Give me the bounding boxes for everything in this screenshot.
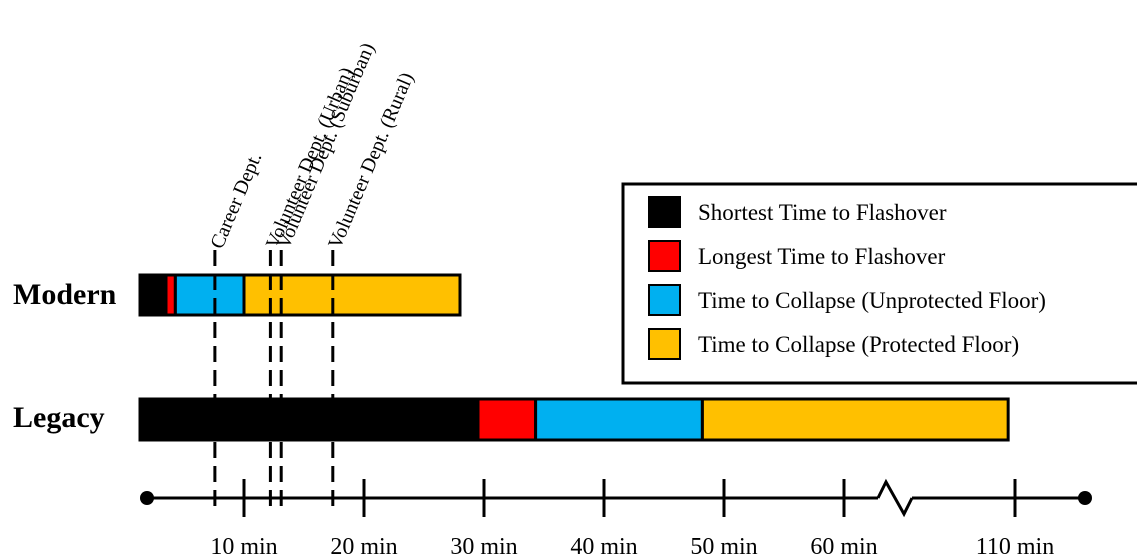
bar-segment-modern-shortest: [138, 273, 168, 317]
row-label-legacy: Legacy: [13, 401, 105, 434]
tick-label-110: 110 min: [976, 534, 1054, 556]
time-axis: 10 min 20 min 30 min 40 min 50 min 60 min 110 …: [140, 478, 1092, 556]
response-label-volunteer-dept-suburban: Volunteer Dept. (Suburban): [273, 40, 380, 252]
axis-end-dot: [1078, 491, 1092, 505]
axis-start-dot: [140, 491, 154, 505]
legend-swatch-unprotected: [648, 284, 681, 316]
row-labels-layer: Modern Legacy: [13, 278, 117, 434]
tick-label-10: 10 min: [210, 534, 277, 556]
legend-label-shortest: Shortest Time to Flashover: [698, 200, 947, 225]
legend-swatch-shortest: [648, 196, 681, 228]
bar-segment-modern-protected: [242, 273, 462, 317]
bar-segment-legacy-unprotected: [534, 397, 704, 442]
bar-segment-legacy-protected: [700, 397, 1010, 442]
bar-segment-legacy-shortest: [138, 397, 480, 442]
legend-label-unprotected: Time to Collapse (Unprotected Floor): [698, 288, 1046, 313]
bar-row-legacy: [138, 397, 1010, 442]
response-label-career-dept: Career Dept.: [206, 149, 266, 252]
legend-box: [621, 182, 1137, 385]
tick-label-50: 50 min: [690, 534, 757, 556]
tick-label-60: 60 min: [810, 534, 877, 556]
legend-swatch-protected: [648, 328, 681, 360]
tick-label-20: 20 min: [330, 534, 397, 556]
tick-label-40: 40 min: [570, 534, 637, 556]
axis-break-mark: [876, 478, 914, 518]
bar-segment-modern-unprotected: [173, 273, 246, 317]
legend-label-protected: Time to Collapse (Protected Floor): [698, 332, 1019, 357]
legend: Shortest Time to Flashover Longest Time t…: [621, 182, 1137, 385]
legend-label-longest: Longest Time to Flashover: [698, 244, 946, 269]
legend-swatch-longest: [648, 240, 681, 272]
row-label-modern: Modern: [13, 278, 117, 311]
tick-label-30: 30 min: [450, 534, 517, 556]
bar-row-modern: [138, 273, 462, 317]
bar-segment-legacy-longest: [476, 397, 538, 442]
